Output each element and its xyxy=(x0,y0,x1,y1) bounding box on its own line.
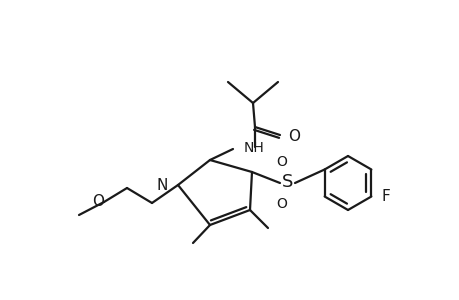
Text: S: S xyxy=(281,173,293,191)
Text: N: N xyxy=(156,178,168,193)
Text: O: O xyxy=(92,194,104,208)
Text: NH: NH xyxy=(243,141,264,155)
Text: O: O xyxy=(276,197,287,211)
Text: O: O xyxy=(276,155,287,169)
Text: O: O xyxy=(287,128,299,143)
Text: F: F xyxy=(381,189,389,204)
